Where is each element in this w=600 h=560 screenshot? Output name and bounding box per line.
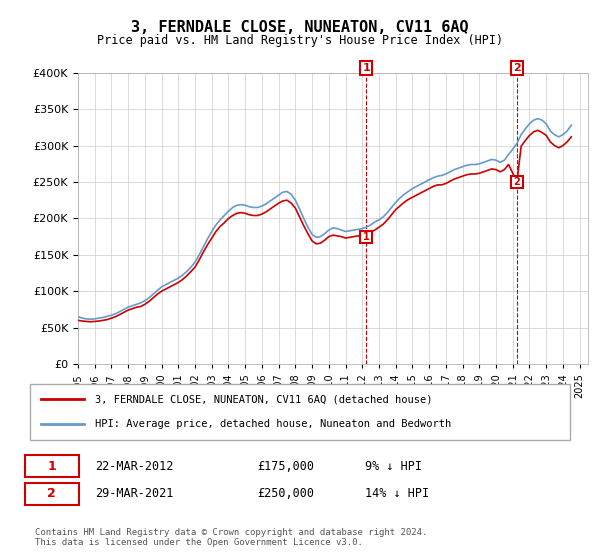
Text: Price paid vs. HM Land Registry's House Price Index (HPI): Price paid vs. HM Land Registry's House … (97, 34, 503, 46)
Text: Contains HM Land Registry data © Crown copyright and database right 2024.
This d: Contains HM Land Registry data © Crown c… (35, 528, 428, 547)
Text: £250,000: £250,000 (257, 487, 314, 500)
Text: HPI: Average price, detached house, Nuneaton and Bedworth: HPI: Average price, detached house, Nune… (95, 419, 451, 429)
Text: 1: 1 (363, 232, 370, 241)
Text: 2: 2 (513, 63, 521, 73)
Text: 3, FERNDALE CLOSE, NUNEATON, CV11 6AQ (detached house): 3, FERNDALE CLOSE, NUNEATON, CV11 6AQ (d… (95, 394, 432, 404)
Text: 14% ↓ HPI: 14% ↓ HPI (365, 487, 429, 500)
Text: 29-MAR-2021: 29-MAR-2021 (95, 487, 173, 500)
Text: 2: 2 (514, 177, 520, 187)
FancyBboxPatch shape (30, 384, 570, 440)
Text: 22-MAR-2012: 22-MAR-2012 (95, 460, 173, 473)
Text: 2: 2 (47, 487, 56, 500)
FancyBboxPatch shape (25, 483, 79, 505)
Text: 3, FERNDALE CLOSE, NUNEATON, CV11 6AQ: 3, FERNDALE CLOSE, NUNEATON, CV11 6AQ (131, 20, 469, 35)
FancyBboxPatch shape (25, 455, 79, 477)
Text: 9% ↓ HPI: 9% ↓ HPI (365, 460, 422, 473)
Text: 1: 1 (47, 460, 56, 473)
Text: 1: 1 (362, 63, 370, 73)
Text: £175,000: £175,000 (257, 460, 314, 473)
